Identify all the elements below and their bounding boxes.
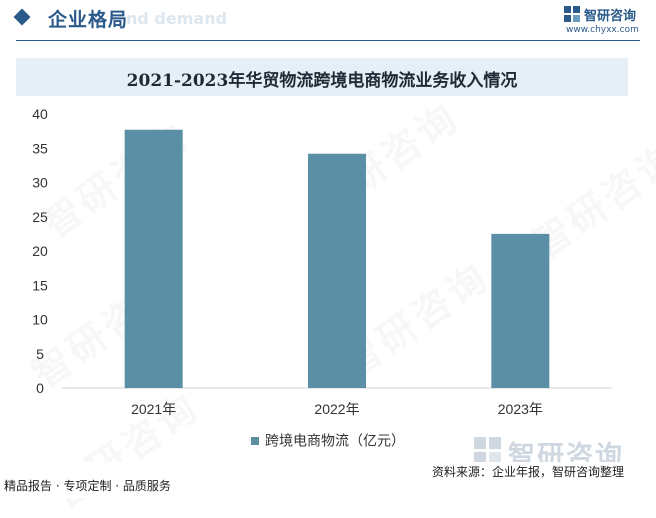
section-title: 企业格局 xyxy=(48,9,129,31)
brand-logo-icon xyxy=(564,6,580,22)
chart-title-bar: 2021-2023年华贸物流跨境电商物流业务收入情况 xyxy=(16,58,628,96)
footer-bar: 精品报告 · 专项定制 · 品质服务 资料来源：企业年报，智研咨询整理 xyxy=(0,462,656,498)
footer-source: 资料来源：企业年报，智研咨询整理 xyxy=(432,465,625,479)
chart-title: 2021-2023年华贸物流跨境电商物流业务收入情况 xyxy=(126,71,518,91)
diamond-icon xyxy=(13,8,31,26)
y-tick-label: 5 xyxy=(36,346,44,362)
x-tick-label: 2022年 xyxy=(314,401,359,417)
y-tick-label: 10 xyxy=(32,312,48,328)
brand-url: www.chyxx.com xyxy=(566,25,639,35)
x-tick-label: 2021年 xyxy=(131,401,176,417)
brand-name: 智研咨询 xyxy=(584,9,637,24)
x-tick-label: 2023年 xyxy=(498,401,543,417)
y-tick-label: 0 xyxy=(36,380,44,396)
chart-legend: 跨境电商物流（亿元） xyxy=(0,430,656,450)
bar xyxy=(491,233,550,388)
legend-swatch xyxy=(251,436,259,445)
header-ghost-text: nd demand xyxy=(126,9,228,28)
y-tick-label: 35 xyxy=(32,140,48,156)
page-header: 企业格局 nd demand 智研咨询 www.chyxx.com xyxy=(0,0,656,44)
y-tick-label: 25 xyxy=(32,209,48,225)
footer-logo-icon xyxy=(474,437,501,464)
y-tick-label: 20 xyxy=(32,243,48,259)
y-tick-label: 30 xyxy=(32,175,48,191)
legend-label: 跨境电商物流（亿元） xyxy=(265,433,405,450)
y-tick-label: 40 xyxy=(32,106,48,122)
y-tick-label: 15 xyxy=(32,277,48,293)
bar xyxy=(124,129,183,388)
bar-chart: 0 5 10 15 20 25 30 35 40 2021年 2022年 2023年 xyxy=(32,106,612,417)
header-rule xyxy=(16,40,640,41)
bar xyxy=(308,153,366,388)
footer-tagline: 精品报告 · 专项定制 · 品质服务 xyxy=(4,479,171,493)
